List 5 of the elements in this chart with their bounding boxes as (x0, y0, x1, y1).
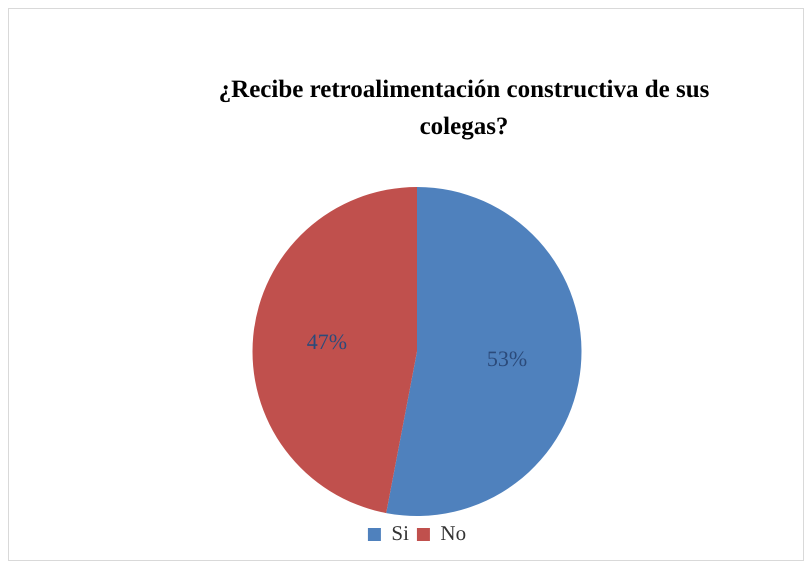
chart-title: ¿Recibe retroalimentación constructiva de sus colegas? (218, 75, 710, 142)
data-label: 47% (306, 328, 348, 354)
legend-label: No (440, 521, 466, 546)
data-label: 53% (486, 346, 528, 371)
legend-label: Si (391, 521, 410, 546)
